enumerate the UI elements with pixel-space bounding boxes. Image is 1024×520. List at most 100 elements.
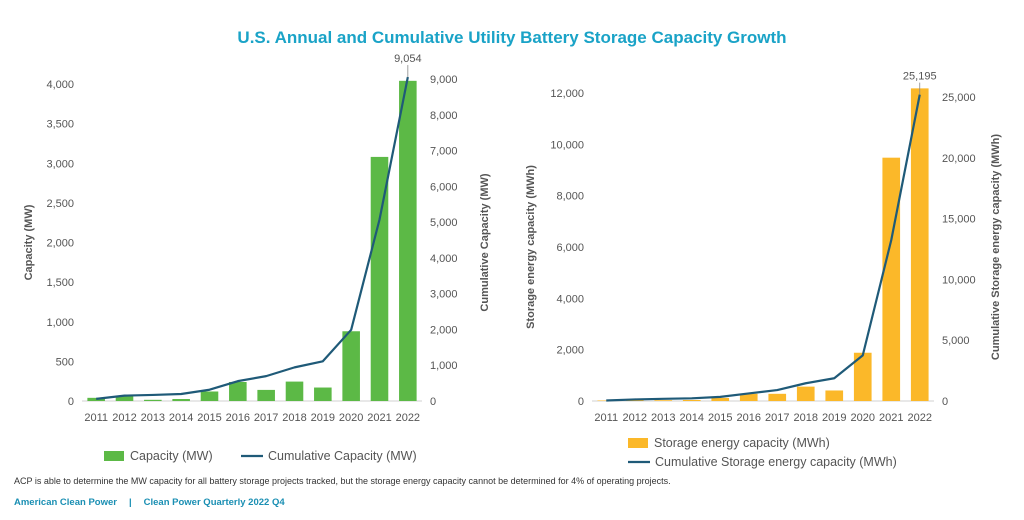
- legend-line-label: Cumulative Storage energy capacity (MWh): [655, 455, 897, 469]
- bar-2022: [399, 80, 417, 401]
- y2-tick-label: 8,000: [430, 110, 458, 122]
- bar-2014: [172, 399, 190, 401]
- y-tick-label: 3,500: [46, 119, 74, 131]
- x-tick-label: 2014: [680, 412, 704, 424]
- bar-2020: [853, 352, 872, 401]
- bar-2019: [825, 390, 844, 401]
- y-tick-label: 1,000: [46, 317, 74, 329]
- bar-2018: [796, 386, 815, 401]
- y-tick-label: 500: [56, 356, 74, 368]
- y2-tick-label: 1,000: [430, 360, 458, 372]
- bar-2022: [910, 88, 929, 401]
- y-tick-label: 10,000: [550, 139, 584, 151]
- y-tick-label: 4,000: [556, 293, 584, 305]
- x-tick-label: 2021: [367, 412, 391, 424]
- bar-2012: [115, 396, 134, 401]
- legend-bar-swatch: [628, 438, 648, 448]
- cumulative-line: [96, 76, 409, 400]
- y2-tick-label: 5,000: [430, 217, 458, 229]
- x-tick-label: 2013: [651, 412, 675, 424]
- legend-bar-swatch: [104, 451, 124, 461]
- x-tick-label: 2012: [623, 412, 647, 424]
- bar-2020: [342, 331, 360, 401]
- x-tick-label: 2022: [396, 412, 420, 424]
- bar-2019: [314, 387, 332, 401]
- y-axis-title: Capacity (MW): [23, 204, 35, 280]
- page-title: U.S. Annual and Cumulative Utility Batte…: [237, 28, 787, 47]
- y-tick-label: 0: [578, 396, 584, 408]
- y2-tick-label: 2,000: [430, 324, 458, 336]
- y2-tick-label: 0: [430, 396, 436, 408]
- x-tick-label: 2018: [282, 412, 306, 424]
- y-tick-label: 2,500: [46, 198, 74, 210]
- x-tick-label: 2019: [311, 412, 335, 424]
- x-tick-label: 2016: [737, 412, 761, 424]
- x-tick-label: 2019: [822, 412, 846, 424]
- x-tick-label: 2011: [594, 412, 618, 424]
- y-tick-label: 4,000: [46, 79, 74, 91]
- bar-2017: [257, 389, 275, 401]
- legend-line-label: Cumulative Capacity (MW): [268, 449, 417, 463]
- x-tick-label: 2016: [226, 412, 250, 424]
- y-tick-label: 2,000: [556, 345, 584, 357]
- legend-bar-label: Capacity (MW): [130, 449, 213, 463]
- legend-bar-label: Storage energy capacity (MWh): [654, 436, 830, 450]
- x-tick-label: 2014: [169, 412, 193, 424]
- x-tick-label: 2011: [84, 412, 108, 424]
- x-tick-label: 2018: [794, 412, 818, 424]
- org-name: American Clean Power: [14, 497, 117, 508]
- y-tick-label: 8,000: [556, 191, 584, 203]
- y2-tick-label: 3,000: [430, 289, 458, 301]
- capacity-mw-chart: 0 500 1,000 1,500 2,000 2,500 3,000 3,500 4,000 0…: [23, 53, 491, 463]
- bar-2018: [285, 381, 304, 401]
- publication-name: Clean Power Quarterly 2022 Q4: [143, 497, 285, 508]
- x-tick-label: 2017: [765, 412, 789, 424]
- footer: American Clean Power | Clean Power Quarter…: [14, 497, 285, 508]
- bar-2015: [200, 391, 219, 401]
- bar-2014: [682, 399, 701, 401]
- y2-tick-label: 15,000: [942, 214, 976, 226]
- y2-tick-label: 4,000: [430, 253, 458, 265]
- y2-axis-title: Cumulative Storage energy capacity (MWh): [990, 134, 1002, 360]
- bar-2011: [87, 397, 105, 401]
- y2-tick-label: 6,000: [430, 181, 458, 193]
- footnote: ACP is able to determine the MW capacity…: [14, 476, 671, 486]
- y-axis-title: Storage energy capacity (MWh): [525, 165, 537, 329]
- storage-energy-chart: 0 2,000 4,000 6,000 8,000 10,000 12,000 0 5,000 1…: [525, 71, 1002, 469]
- x-tick-label: 2015: [708, 412, 732, 424]
- x-tick-label: 2022: [908, 412, 932, 424]
- y-tick-label: 3,000: [46, 158, 74, 170]
- cumulative-line: [606, 94, 921, 402]
- x-tick-label: 2013: [141, 412, 165, 424]
- y-tick-label: 12,000: [550, 88, 584, 100]
- bar-2011: [597, 400, 616, 401]
- y2-tick-label: 25,000: [942, 92, 976, 104]
- y2-axis-title: Cumulative Capacity (MW): [479, 173, 491, 311]
- y2-tick-label: 0: [942, 396, 948, 408]
- bar-2021: [370, 156, 389, 401]
- y-tick-label: 2,000: [46, 238, 74, 250]
- y2-tick-label: 5,000: [942, 335, 970, 347]
- bar-2021: [882, 157, 901, 401]
- x-tick-label: 2012: [112, 412, 136, 424]
- bar-2013: [144, 399, 162, 401]
- y-tick-label: 0: [68, 396, 74, 408]
- peak-value-annotation: 25,195: [903, 71, 937, 83]
- x-tick-label: 2021: [879, 412, 903, 424]
- bar-2013: [654, 400, 673, 401]
- y2-tick-label: 9,000: [430, 74, 458, 86]
- y2-tick-label: 20,000: [942, 153, 976, 165]
- x-tick-label: 2020: [851, 412, 875, 424]
- bar-2016: [229, 381, 247, 401]
- x-tick-label: 2020: [339, 412, 363, 424]
- y2-tick-label: 10,000: [942, 274, 976, 286]
- x-tick-label: 2017: [254, 412, 278, 424]
- y-tick-label: 1,500: [46, 277, 74, 289]
- y-tick-label: 6,000: [556, 242, 584, 254]
- footer-separator: |: [128, 497, 132, 508]
- bar-2015: [711, 397, 730, 401]
- y2-tick-label: 7,000: [430, 146, 458, 158]
- peak-value-annotation: 9,054: [394, 53, 422, 65]
- bar-2017: [768, 393, 787, 401]
- x-tick-label: 2015: [197, 412, 221, 424]
